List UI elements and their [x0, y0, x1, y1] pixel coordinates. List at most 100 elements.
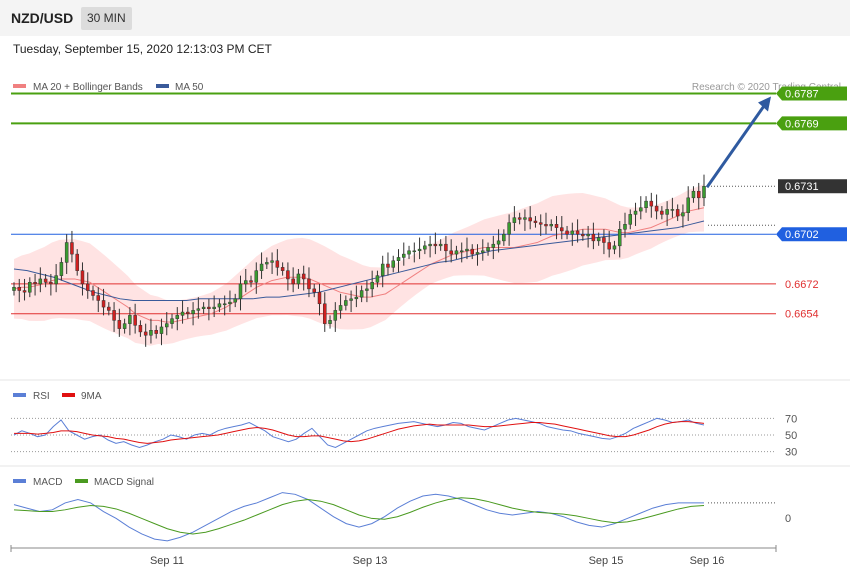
candle-body	[575, 230, 580, 235]
candle-body	[402, 253, 406, 258]
candle-body	[338, 305, 343, 311]
candle-body	[486, 247, 490, 252]
candle-body	[617, 229, 622, 247]
candles	[12, 174, 706, 347]
candle-body	[675, 209, 680, 217]
candle-body	[386, 263, 390, 268]
target-level-tag	[776, 116, 847, 131]
macd-signal-legend-swatch	[75, 479, 88, 483]
candle-body	[380, 263, 385, 276]
candle-body	[49, 282, 53, 285]
pivot-level-tag	[776, 227, 847, 242]
candle-body	[628, 214, 633, 225]
candle-body	[233, 298, 237, 303]
candle-body	[296, 273, 301, 285]
candle-body	[602, 237, 606, 243]
candle-body	[612, 245, 617, 250]
macd-panel: 0	[13, 492, 791, 542]
candle-body	[607, 242, 611, 250]
forecast-arrow-head	[758, 96, 771, 112]
candle-body	[586, 233, 590, 237]
candle-body	[633, 210, 638, 215]
candle-body	[365, 288, 369, 291]
candle-body	[159, 326, 164, 334]
candle-body	[280, 267, 285, 271]
macd-signal-line	[13, 497, 705, 535]
candle-body	[59, 262, 64, 276]
ma50-legend-label: MA 50	[175, 82, 204, 93]
chart-datetime: Tuesday, September 15, 2020 12:13:03 PM …	[13, 42, 272, 56]
candle-body	[554, 224, 559, 228]
target-level-label: 0.6769	[785, 118, 819, 130]
candle-body	[191, 310, 195, 314]
candle-body	[354, 296, 359, 300]
candle-body	[433, 243, 438, 247]
header-bar: NZD/USD 30 MIN	[0, 0, 850, 36]
candle-body	[175, 315, 180, 319]
candle-body	[544, 224, 548, 227]
current-price-tag	[778, 179, 847, 194]
candle-body	[122, 323, 127, 329]
candle-body	[38, 278, 43, 285]
candle-body	[238, 283, 243, 300]
candle-body	[644, 200, 648, 209]
candle-body	[323, 303, 327, 324]
candle-body	[85, 283, 90, 291]
timeframe-badge[interactable]: 30 MIN	[81, 7, 132, 30]
moving-averages	[13, 207, 705, 323]
candle-body	[581, 233, 585, 237]
candle-body	[344, 300, 348, 306]
candle-body	[375, 275, 380, 283]
ma20-legend-swatch	[13, 84, 26, 88]
ma20-line	[13, 207, 705, 323]
candle-body	[417, 248, 422, 252]
candle-body	[328, 320, 332, 324]
candle-body	[512, 217, 517, 223]
candle-body	[333, 310, 338, 321]
candle-body	[170, 318, 174, 324]
candle-body	[17, 286, 22, 291]
candle-body	[412, 250, 417, 253]
candle-body	[133, 315, 137, 326]
candle-body	[649, 200, 654, 207]
candle-body	[691, 190, 696, 199]
candle-body	[370, 282, 374, 290]
candle-body	[80, 270, 85, 285]
rsi-tick-label: 30	[785, 447, 797, 459]
candle-body	[681, 212, 685, 217]
macd-legend-label: MACD	[33, 477, 62, 488]
rsi-ma-line	[14, 421, 705, 444]
candle-body	[43, 278, 48, 283]
candle-body	[660, 210, 664, 215]
candle-body	[33, 282, 37, 285]
candle-body	[596, 237, 601, 242]
candle-body	[454, 250, 459, 255]
ma20-legend-label: MA 20 + Bollinger Bands	[33, 82, 143, 93]
candle-body	[481, 250, 485, 253]
candle-body	[317, 291, 322, 305]
candle-body	[307, 278, 311, 290]
candle-body	[249, 280, 253, 283]
bollinger-bands	[14, 183, 704, 346]
candle-body	[128, 315, 132, 324]
x-tick-label: Sep 11	[150, 555, 184, 567]
ma50-legend-swatch	[156, 84, 169, 88]
candle-body	[359, 290, 364, 298]
candle-body	[507, 222, 511, 235]
candle-body	[301, 273, 306, 280]
candle-body	[696, 190, 701, 199]
support-level-label: 0.6672	[785, 279, 819, 291]
candle-body	[491, 243, 496, 248]
candle-body	[670, 209, 675, 211]
candle-body	[70, 242, 74, 255]
x-tick-label: Sep 13	[353, 555, 388, 567]
ma50-line	[13, 220, 705, 301]
candle-body	[623, 224, 627, 230]
candle-body	[101, 300, 106, 308]
candle-body	[444, 243, 448, 252]
x-axis: Sep 11 Sep 13 Sep 15 Sep 16	[10, 545, 777, 567]
candle-body	[423, 245, 427, 250]
candle-body	[391, 260, 395, 268]
current-price-label: 0.6731	[785, 181, 819, 193]
candle-body	[654, 205, 659, 212]
